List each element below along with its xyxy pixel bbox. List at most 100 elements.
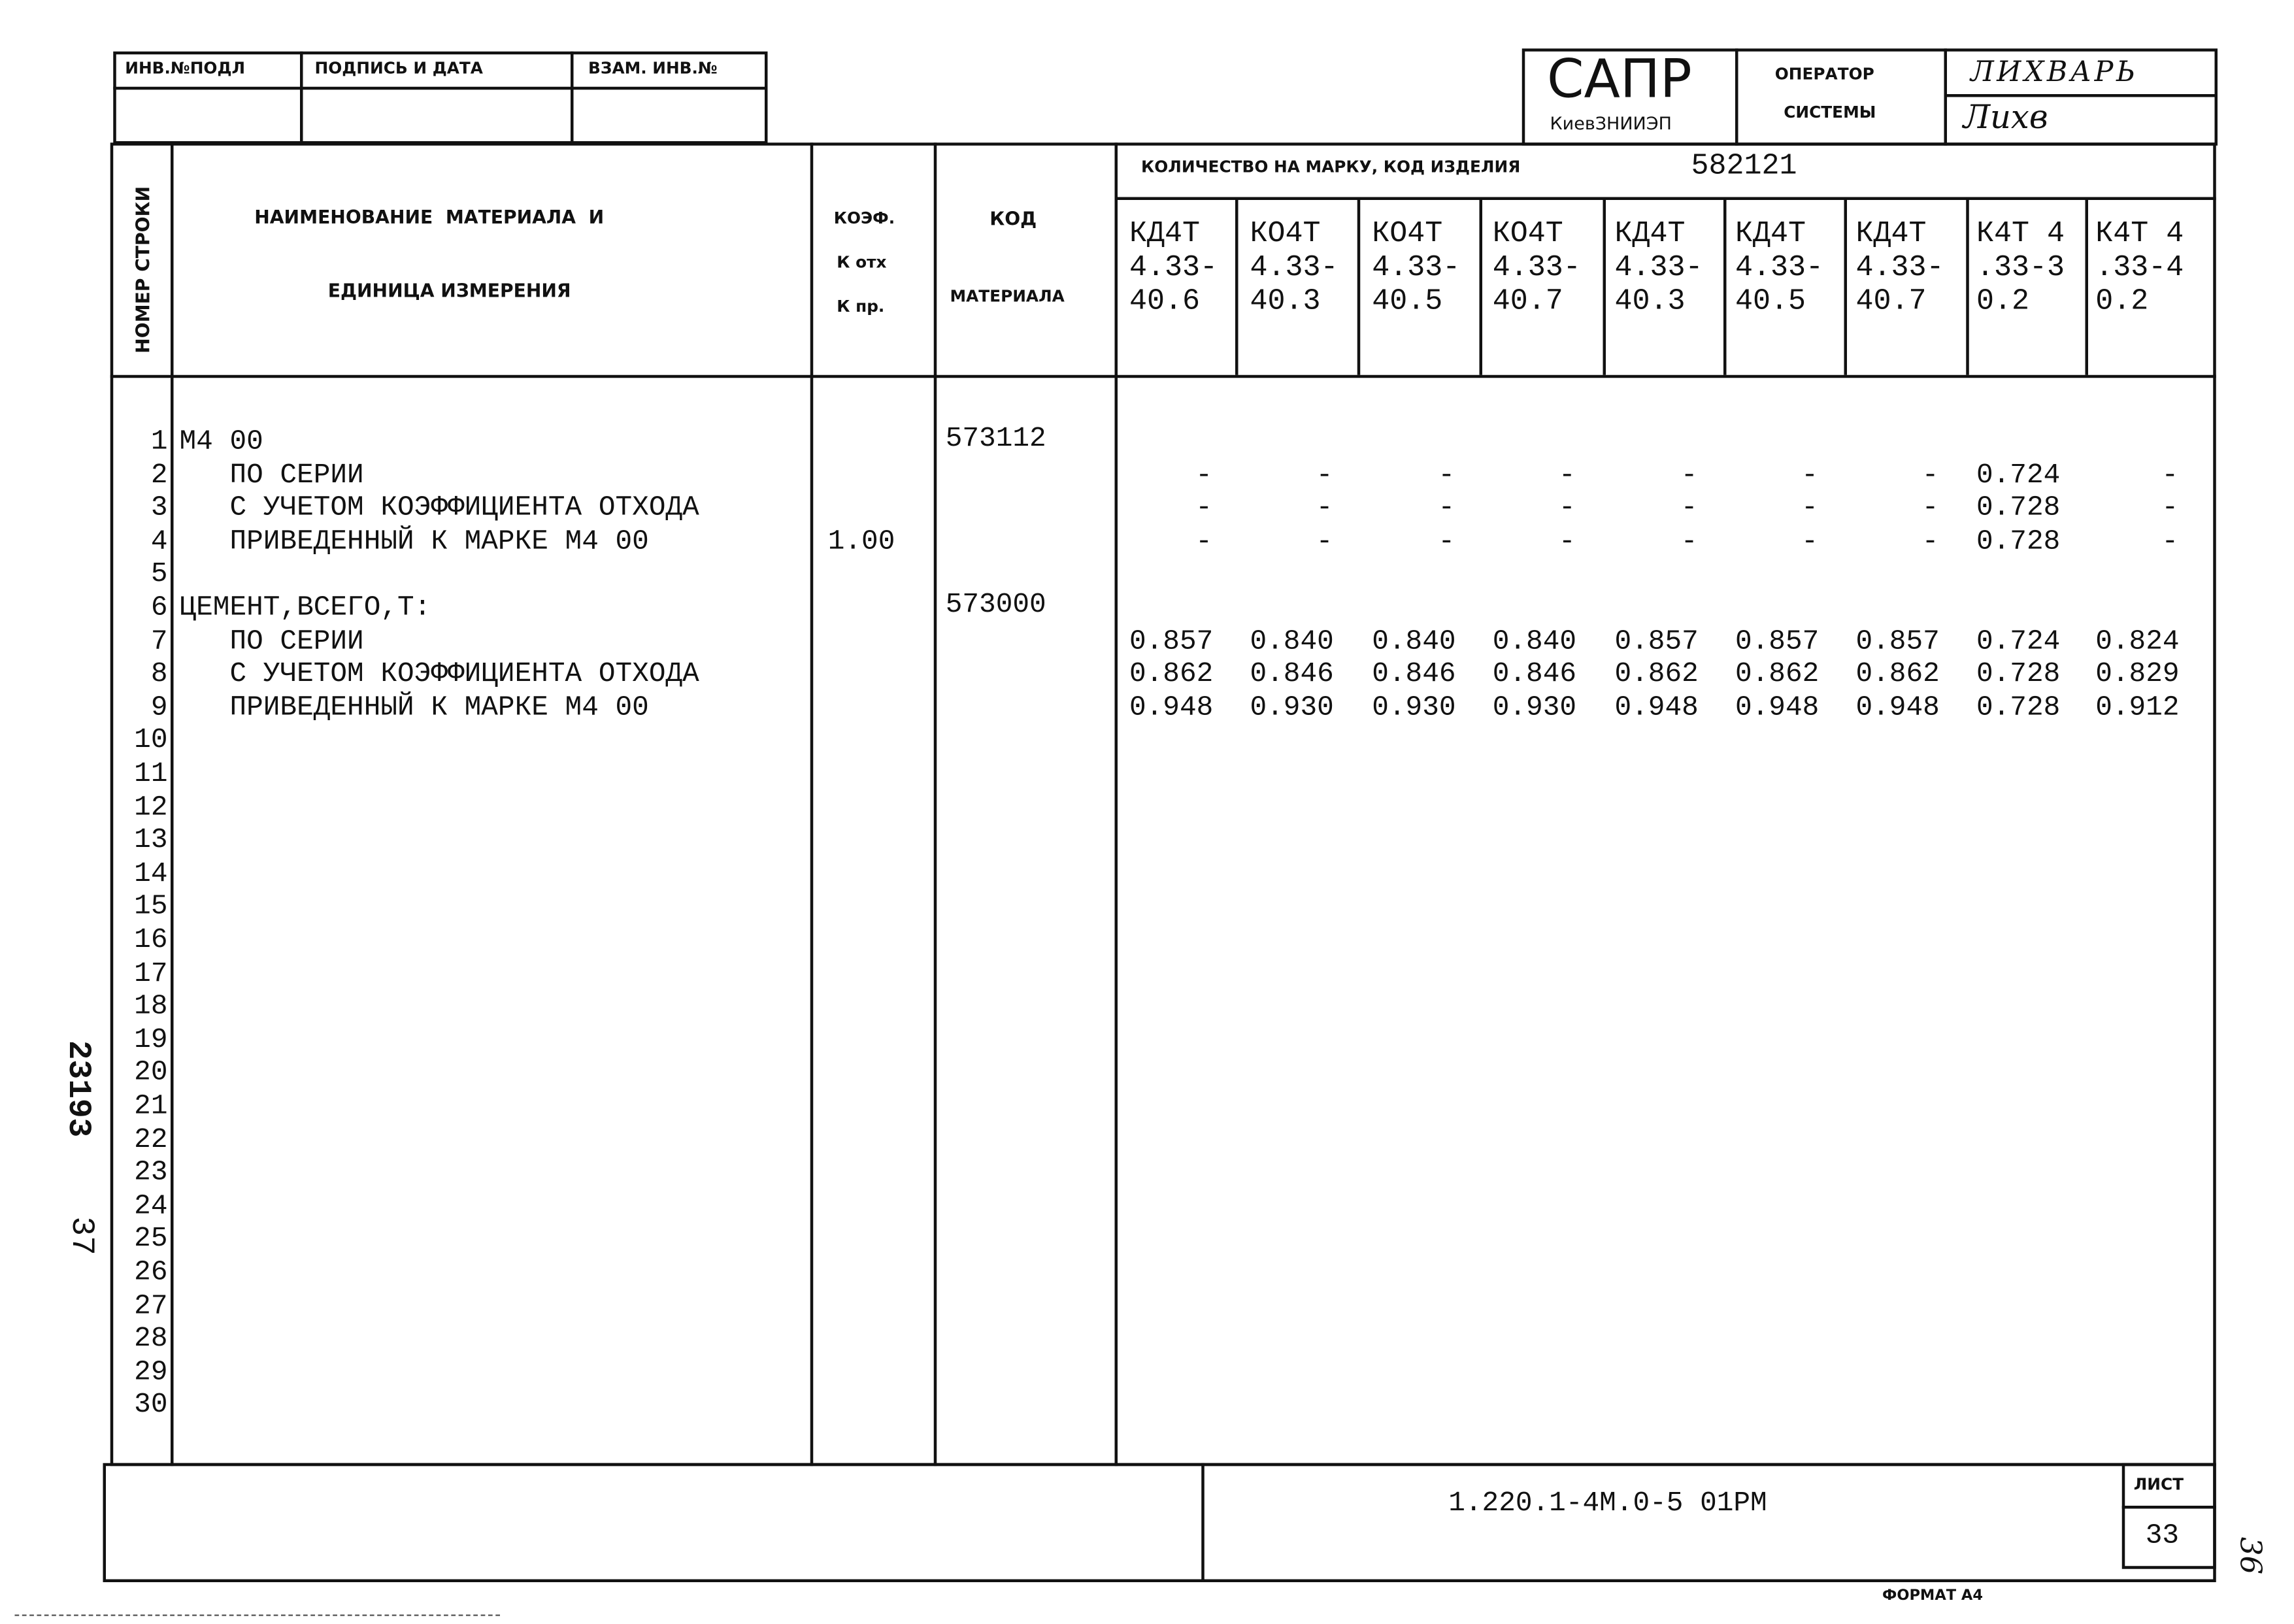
quantity-header: КОЛИЧЕСТВО НА МАРКУ, КОД ИЗДЕЛИЯ [1141, 157, 1521, 176]
material-code: 573112 [945, 422, 1046, 455]
mark-header-line: 40.5 [1735, 285, 1806, 320]
mark-header-line: 40.3 [1614, 285, 1686, 320]
mark-header-line: .33-4 [2095, 251, 2184, 286]
row-number: 16 [134, 923, 168, 956]
material-name: С УЧЕТОМ КОЭФФИЦИЕНТА ОТХОДА [179, 657, 699, 690]
mark-header-line: К4Т 4 [2095, 218, 2184, 252]
quantity-cell: 0.728 [1976, 691, 2061, 723]
row-number: 6 [150, 591, 168, 624]
quantity-cell: 0.857 [1129, 624, 1214, 657]
mark-header-line: 40.7 [1855, 285, 1927, 320]
mark-header-line: КО4Т [1250, 218, 1321, 252]
mark-header-line: 40.7 [1492, 285, 1563, 320]
quantity-cell: - [1680, 491, 1698, 524]
quantity-cell: 0.829 [2095, 657, 2180, 690]
mark-header-line: КД4Т [1855, 218, 1927, 252]
quantity-cell: 0.857 [1614, 624, 1699, 657]
quantity-cell: 0.862 [1614, 657, 1699, 690]
quantity-cell: 0.728 [1976, 491, 2061, 524]
quantity-cell: 0.930 [1492, 691, 1577, 723]
quantity-cell: - [2161, 491, 2179, 524]
role-line1: ОПЕРАТОР [1774, 65, 1874, 84]
mark-header: К4Т 4.33-3 0.2 [1976, 218, 2065, 319]
row-number: 23 [134, 1155, 168, 1189]
mark-header: КД4Т 4.33- 40.7 [1856, 218, 1944, 319]
row-number: 21 [134, 1089, 168, 1122]
quantity-cell: - [1680, 524, 1698, 557]
row-number: 20 [134, 1056, 168, 1089]
inv-label: ИНВ.№ПОДЛ [125, 59, 246, 78]
row-number: 12 [134, 790, 168, 823]
mark-header-line: .33-3 [1976, 251, 2065, 286]
mark-header-line: К4Т 4 [1976, 218, 2065, 252]
material-code: 573000 [945, 588, 1046, 621]
title-block [103, 1463, 2216, 1582]
material-name: М4 00 [179, 425, 263, 457]
quantity-cell: 0.846 [1372, 657, 1456, 690]
quantity-cell: 0.728 [1976, 657, 2061, 690]
quantity-cell: 0.840 [1372, 624, 1456, 657]
quantity-cell: 0.857 [1735, 624, 1820, 657]
sheet-box [2121, 1463, 2216, 1569]
row-number: 26 [134, 1255, 168, 1289]
archive-number: 23193 [59, 1040, 97, 1138]
quantity-cell: 0.948 [1614, 691, 1699, 723]
material-name: ЦЕМЕНТ,ВСЕГО,Т: [179, 591, 431, 624]
mark-header: КД4Т 4.33- 40.6 [1129, 218, 1218, 319]
operator-signature: Лихв [1963, 100, 2048, 137]
row-number: 18 [134, 989, 168, 1023]
material-name: ПРИВЕДЕННЫЙ К МАРКЕ М4 00 [179, 691, 649, 723]
row-number: 8 [150, 657, 168, 690]
quantity-cell: 0.840 [1492, 624, 1577, 657]
quantity-cell: - [1195, 491, 1212, 524]
quantity-cell: 0.857 [1855, 624, 1940, 657]
quantity-cell: 0.862 [1855, 657, 1940, 690]
quantity-cell: 0.912 [2095, 691, 2180, 723]
mark-header-line: 40.5 [1372, 285, 1443, 320]
row-number: 25 [134, 1222, 168, 1255]
quantity-cell: 0.846 [1492, 657, 1577, 690]
row-number: 1 [150, 425, 168, 457]
mark-header-line: 4.33- [1492, 251, 1581, 286]
mark-header: КД4Т 4.33- 40.3 [1615, 218, 1703, 319]
row-number: 24 [134, 1189, 168, 1222]
document-code: 1.220.1-4М.0-5 01РМ [1448, 1486, 1767, 1519]
quantity-cell: - [1921, 458, 1939, 491]
row-number: 13 [134, 823, 168, 856]
quantity-cell: - [1316, 458, 1333, 491]
quantity-cell: - [2161, 524, 2179, 557]
material-name: ПРИВЕДЕННЫЙ К МАРКЕ М4 00 [179, 524, 649, 557]
signature-date-label: ПОДПИСЬ И ДАТА [314, 59, 483, 78]
archive-sheet: 37 [63, 1216, 100, 1255]
mark-header-line: 0.2 [2095, 285, 2149, 320]
row-number: 7 [150, 624, 168, 657]
name-header-line1: НАИМЕНОВАНИЕ МАТЕРИАЛА И [254, 206, 605, 228]
quantity-cell: 0.930 [1250, 691, 1334, 723]
mark-header-line: 4.33- [1250, 251, 1338, 286]
quantity-cell: 0.824 [2095, 624, 2180, 657]
material-name: С УЧЕТОМ КОЭФФИЦИЕНТА ОТХОДА [179, 491, 699, 524]
mark-header: КО4Т 4.33- 40.3 [1250, 218, 1338, 319]
quantity-cell: - [1438, 491, 1455, 524]
row-number: 4 [150, 524, 168, 557]
quantity-cell: - [1195, 524, 1212, 557]
quantity-cell: 0.948 [1855, 691, 1940, 723]
coefficient: 1.00 [827, 524, 895, 557]
quantity-cell: - [1438, 458, 1455, 491]
mark-header: КО4Т 4.33- 40.7 [1493, 218, 1581, 319]
page-number: 36 [2233, 1536, 2269, 1575]
mark-header-line: 0.2 [1976, 285, 2030, 320]
product-code: 582121 [1691, 150, 1797, 184]
row-number: 17 [134, 956, 168, 989]
role-line2: СИСТЕМЫ [1784, 103, 1876, 122]
mark-header: КД4Т 4.33- 40.5 [1735, 218, 1823, 319]
coef-waste-header: К отх [837, 253, 887, 273]
quantity-cell: 0.930 [1372, 691, 1456, 723]
coef-header: КОЭФ. [833, 208, 895, 228]
mark-header-line: 4.33- [1372, 251, 1461, 286]
mark-header-line: КД4Т [1614, 218, 1686, 252]
sheet-number: 33 [2145, 1519, 2180, 1551]
quantity-cell: - [1801, 524, 1818, 557]
quantity-cell: - [1438, 524, 1455, 557]
